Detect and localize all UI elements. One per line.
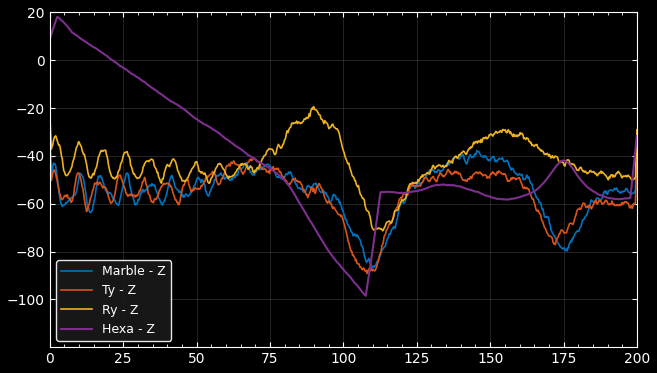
Ry - Z — [309, 104, 317, 109]
Legend: Marble - Z, Ty - Z, Ry - Z, Hexa - Z: Marble - Z, Ty - Z, Ry - Z, Hexa - Z — [56, 260, 171, 341]
Line: Ty - Z: Ty - Z — [50, 135, 637, 273]
Marble - Z — [369, 266, 377, 270]
Marble - Z — [492, 158, 500, 163]
Hexa - Z — [633, 134, 641, 138]
Hexa - Z — [46, 37, 54, 41]
Marble - Z — [420, 175, 428, 180]
Ty - Z — [552, 239, 560, 243]
Marble - Z — [46, 132, 54, 136]
Ry - Z — [403, 188, 411, 192]
Ty - Z — [492, 173, 500, 178]
Hexa - Z — [553, 163, 561, 167]
Marble - Z — [388, 228, 396, 232]
Hexa - Z — [83, 40, 91, 44]
Hexa - Z — [403, 190, 411, 195]
Marble - Z — [82, 191, 90, 195]
Ry - Z — [388, 218, 396, 223]
Marble - Z — [552, 236, 560, 241]
Ry - Z — [82, 158, 90, 163]
Ty - Z — [403, 192, 411, 197]
Marble - Z — [633, 136, 641, 141]
Hexa - Z — [421, 186, 429, 191]
Line: Ry - Z: Ry - Z — [50, 107, 637, 231]
Ty - Z — [388, 220, 396, 225]
Hexa - Z — [493, 197, 501, 201]
Marble - Z — [403, 193, 411, 198]
Hexa - Z — [362, 294, 370, 298]
Ty - Z — [46, 132, 54, 137]
Ry - Z — [46, 113, 54, 117]
Line: Hexa - Z: Hexa - Z — [50, 17, 637, 296]
Hexa - Z — [53, 15, 61, 19]
Ty - Z — [633, 143, 641, 147]
Ty - Z — [420, 176, 428, 180]
Hexa - Z — [388, 190, 396, 194]
Ry - Z — [633, 128, 641, 132]
Ry - Z — [421, 172, 429, 177]
Ry - Z — [378, 229, 386, 233]
Ry - Z — [493, 131, 501, 135]
Ry - Z — [553, 154, 561, 159]
Ty - Z — [363, 271, 371, 276]
Line: Marble - Z: Marble - Z — [50, 134, 637, 268]
Ty - Z — [82, 205, 90, 209]
